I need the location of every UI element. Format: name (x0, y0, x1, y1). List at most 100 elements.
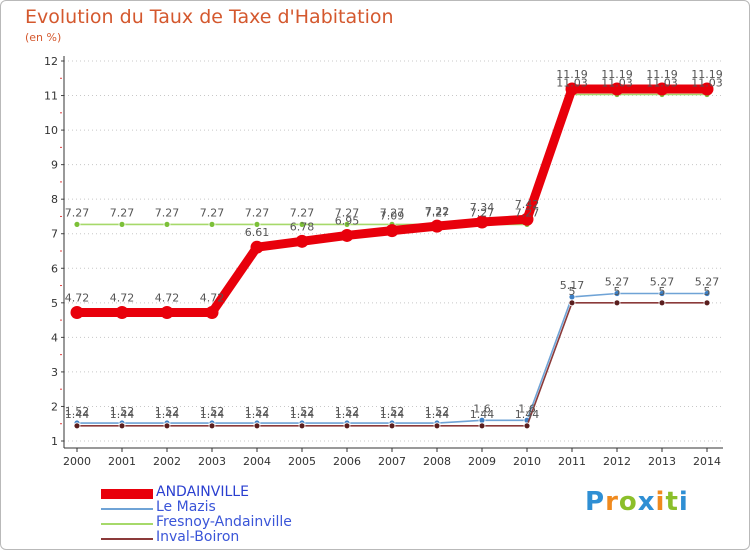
data-label: 1.44 (425, 408, 450, 421)
logo-letter: i (678, 487, 689, 517)
data-point (565, 82, 579, 96)
data-label: 1.52 (335, 405, 360, 418)
data-label: 1.52 (380, 405, 405, 418)
logo-letter: x (637, 487, 656, 517)
data-label: 4.72 (65, 291, 90, 304)
legend-label: ANDAINVILLE (156, 484, 249, 500)
data-label: 1.44 (155, 408, 180, 421)
y-tick-label: 10 (44, 124, 58, 137)
data-point (70, 305, 84, 319)
data-label: 5.17 (560, 279, 585, 292)
data-point (655, 82, 669, 96)
legend-swatch (101, 523, 153, 525)
data-label: 1.44 (290, 408, 315, 421)
logo-letter: t (665, 487, 679, 517)
data-label: 1.44 (110, 408, 135, 421)
data-label: 1.52 (200, 405, 225, 418)
data-label: 5 (659, 285, 666, 298)
y-tick-label: 4 (51, 331, 58, 344)
y-tick-label: 9 (51, 159, 58, 172)
y-tick-label: 6 (51, 262, 58, 275)
data-label: 7.27 (425, 206, 450, 219)
data-label: 7.34 (470, 201, 495, 214)
data-label: 1.44 (470, 408, 495, 421)
data-label: 1.6 (518, 402, 536, 415)
data-label: 11.19 (556, 68, 588, 81)
logo-letter: o (618, 487, 638, 517)
data-label: 6.95 (335, 214, 360, 227)
data-point (253, 220, 261, 228)
y-tick-label: 2 (51, 400, 58, 413)
data-point (295, 234, 309, 248)
data-point (388, 422, 396, 430)
data-point (520, 212, 534, 226)
data-label: 11.03 (691, 77, 723, 90)
data-point (250, 240, 264, 254)
data-point (163, 422, 171, 430)
data-label: 6.78 (290, 220, 315, 233)
data-label: 5 (614, 285, 621, 298)
data-point (298, 422, 306, 430)
data-label: 7.27 (155, 206, 180, 219)
data-label: 1.44 (65, 408, 90, 421)
x-tick-label: 2004 (243, 455, 271, 468)
data-label: 4.72 (200, 291, 225, 304)
data-label: 4.72 (110, 291, 135, 304)
data-point (208, 422, 216, 430)
y-tick-label: 11 (44, 90, 58, 103)
proxiti-logo: Proxiti (585, 487, 689, 517)
logo-letter: r (605, 487, 619, 517)
data-point (343, 220, 351, 228)
data-label: 11.03 (601, 77, 633, 90)
x-tick-label: 2011 (558, 455, 586, 468)
chart-title: Evolution du Taux de Taxe d'Habitation (25, 6, 394, 28)
data-label: 7.27 (515, 206, 540, 219)
chart-subtitle: (en %) (25, 31, 62, 44)
data-point (433, 422, 441, 430)
x-tick-label: 2005 (288, 455, 316, 468)
x-tick-label: 2014 (693, 455, 721, 468)
data-point (208, 220, 216, 228)
x-tick-label: 2010 (513, 455, 541, 468)
data-label: 6.61 (245, 226, 270, 239)
legend-swatch (101, 538, 153, 540)
data-point (658, 290, 666, 297)
data-label: 7.27 (470, 206, 495, 219)
y-tick-label: 5 (51, 297, 58, 310)
x-tick-label: 2012 (603, 455, 631, 468)
data-label: 11.19 (646, 68, 678, 81)
y-tick-label: 12 (44, 55, 58, 68)
data-label: 5.27 (605, 275, 630, 288)
data-point (385, 224, 399, 238)
data-label: 1.44 (380, 408, 405, 421)
data-label: 1.52 (155, 405, 180, 418)
data-label: 1.44 (245, 408, 270, 421)
data-label: 5 (704, 285, 711, 298)
data-point (523, 422, 531, 430)
x-tick-label: 2001 (108, 455, 136, 468)
data-label: 7.22 (425, 205, 450, 218)
data-label: 7.27 (380, 206, 405, 219)
x-tick-label: 2008 (423, 455, 451, 468)
logo-letter: P (585, 487, 606, 517)
data-point (703, 290, 711, 297)
data-point (253, 422, 261, 430)
y-tick-label: 8 (51, 193, 58, 206)
data-point (118, 220, 126, 228)
data-point (703, 299, 711, 307)
data-labels: 4.72 4.72 4.72 4.72 6.61 6.78 6.95 7.09 7.22 7.34… (65, 68, 723, 421)
legend-label: Inval-Boiron (156, 529, 240, 545)
legend-label: Fresnoy-Andainville (156, 514, 292, 530)
x-tick-label: 2000 (63, 455, 91, 468)
data-label: 1.52 (245, 405, 270, 418)
data-point (430, 219, 444, 233)
data-label: 5.27 (650, 275, 675, 288)
data-label: 1.52 (65, 405, 90, 418)
data-point (610, 82, 624, 96)
data-point (613, 299, 621, 307)
data-label: 7.42 (515, 198, 540, 211)
data-label: 5.27 (695, 275, 720, 288)
